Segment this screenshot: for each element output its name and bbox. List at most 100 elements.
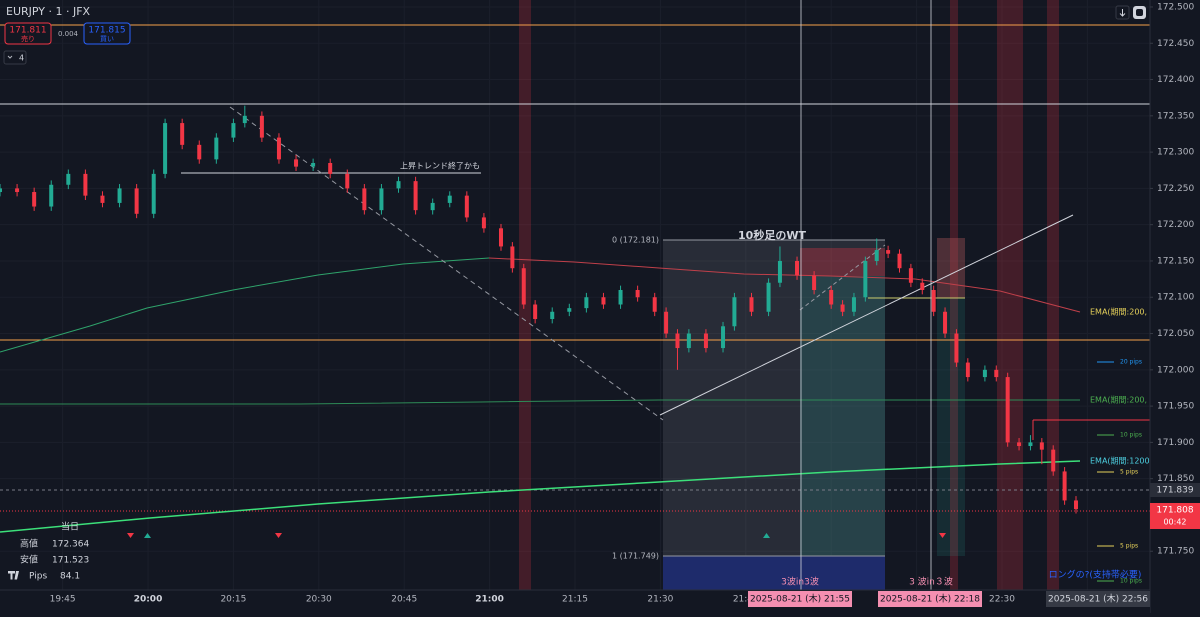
candle-body <box>379 188 384 211</box>
candle-body <box>635 289 640 298</box>
candle-body <box>447 195 452 203</box>
annotation: 3 波in３波 <box>909 576 953 588</box>
ema-200-up <box>0 257 490 353</box>
candle-body <box>134 188 139 214</box>
annotation: ロングの?(支持帯必要) <box>1049 569 1142 581</box>
pips-label: 10 pips <box>1120 432 1142 439</box>
buy-button[interactable] <box>83 22 131 45</box>
candle-body <box>550 311 555 320</box>
candle-body <box>464 195 469 218</box>
stop-zone <box>800 248 885 276</box>
indicator-count: 4 <box>19 54 24 63</box>
candle-body <box>231 123 236 138</box>
trend-line <box>229 106 664 421</box>
indicator-toggle[interactable] <box>3 50 27 65</box>
candle-body <box>897 253 902 269</box>
sell-button[interactable] <box>4 22 52 45</box>
symbol[interactable]: EURJPY · 1 · JFX <box>6 5 91 18</box>
icon <box>1136 9 1143 16</box>
candle-body <box>66 173 71 185</box>
time-badge-text: 2025-08-21 (木) 22:18 <box>880 593 980 605</box>
candle-body <box>413 181 418 211</box>
candle-body <box>584 297 589 309</box>
x-tick-label: 22:30 <box>989 595 1015 605</box>
stats-label: Pips <box>29 572 47 582</box>
price-badge <box>1150 483 1200 497</box>
x-tick-label: 20:15 <box>220 595 246 605</box>
stats-value: 84.1 <box>60 572 80 582</box>
candle-body <box>294 159 299 167</box>
y-tick-label: 172.450 <box>1157 39 1194 49</box>
session-bands <box>519 0 1059 590</box>
candle-body <box>863 260 868 298</box>
time-axis <box>0 590 1150 613</box>
candle-body <box>1073 500 1078 510</box>
candle-body <box>675 333 680 349</box>
candle-body <box>908 268 913 283</box>
y-tick-label: 172.350 <box>1157 111 1194 121</box>
candle-body <box>1005 377 1010 443</box>
candle-body <box>521 268 526 305</box>
candle-body <box>180 123 185 145</box>
y-tick-label: 172.500 <box>1157 2 1194 12</box>
ema-label: EMA(期間:200, 終 <box>1090 307 1158 317</box>
candle-body <box>840 304 845 312</box>
pips-label: 5 pips <box>1120 543 1138 550</box>
fib-box <box>663 240 885 556</box>
candle-body <box>1028 442 1033 447</box>
candle-body <box>874 250 879 261</box>
candle-body <box>197 144 202 160</box>
last-price-badge <box>1150 503 1200 529</box>
candle-body <box>533 304 538 320</box>
buy-label: 買い <box>100 35 114 43</box>
candle-body <box>49 184 54 207</box>
candle-body <box>994 369 999 378</box>
fib-extension <box>663 556 885 590</box>
trend-line <box>659 214 1074 416</box>
band <box>1047 0 1059 590</box>
candle-body <box>328 162 333 174</box>
candle-body <box>276 137 281 160</box>
y-tick-label: 172.250 <box>1157 184 1194 194</box>
y-tick-label: 172.100 <box>1157 293 1194 303</box>
candle-body <box>214 137 219 160</box>
y-tick-label: 172.300 <box>1157 148 1194 158</box>
candle-body <box>15 188 20 193</box>
y-tick-label: 171.950 <box>1157 402 1194 412</box>
candle-body <box>812 275 817 290</box>
y-tick-label: 172.200 <box>1157 220 1194 230</box>
candle-body <box>851 297 856 312</box>
candle-body <box>721 326 726 349</box>
y-tick-label: 172.400 <box>1157 75 1194 85</box>
candle-body <box>965 362 970 378</box>
x-tick-label: 19:45 <box>50 595 76 605</box>
x-tick-label: 21:45 <box>733 595 759 605</box>
pips-guides <box>1097 361 1114 582</box>
candle-body <box>1062 471 1067 501</box>
time-badge <box>1046 591 1150 607</box>
y-tick-label: 171.750 <box>1157 547 1194 557</box>
y-tick-label: 172.150 <box>1157 256 1194 266</box>
time-badge-text: 2025-08-21 (木) 21:55 <box>750 593 850 605</box>
chevron <box>7 55 13 59</box>
stats-value: 171.523 <box>52 556 89 566</box>
tv-logo <box>8 571 19 580</box>
candle-body <box>83 173 88 196</box>
sell-price: 171.811 <box>9 26 46 36</box>
candle-body <box>345 173 350 189</box>
x-tick-label: 21:30 <box>647 595 673 605</box>
candle-body <box>601 297 606 305</box>
y-tick-label: 172.000 <box>1157 365 1194 375</box>
axis-labels: 172.500 172.450 172.400 172.350 172.300 172.2… <box>50 2 1195 604</box>
ema-label: EMA(期間:200, 8 <box>1090 396 1155 405</box>
candle-body <box>652 297 657 312</box>
annotation: 3波in3波 <box>781 576 819 588</box>
y-tick-label: 171.900 <box>1157 438 1194 448</box>
candle-body <box>1017 442 1022 447</box>
stats-value: 172.364 <box>52 540 89 550</box>
candle-body <box>481 217 486 229</box>
pips-label: 10 pips <box>1120 578 1142 585</box>
spread: 0.004 <box>58 30 79 38</box>
candle-body <box>618 289 623 305</box>
